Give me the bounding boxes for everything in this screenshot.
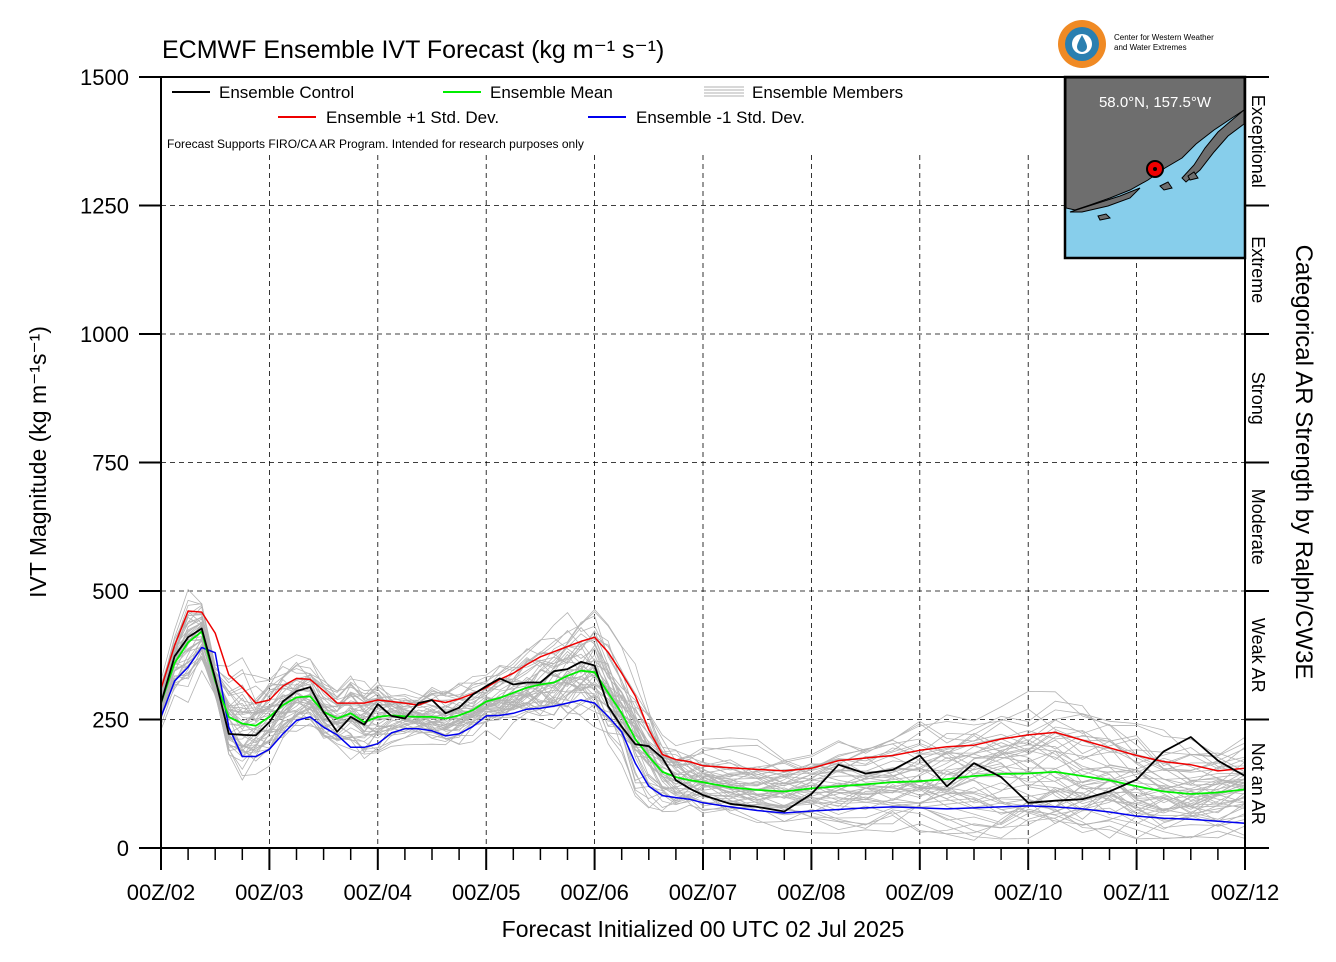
x-tick-label: 00Z/02: [127, 880, 196, 905]
category-label: Moderate: [1248, 489, 1268, 565]
x-tick-label: 00Z/04: [344, 880, 413, 905]
grid-lines: [161, 155, 1245, 848]
ensemble-member-line: [160, 656, 1246, 840]
x-tick-label: 00Z/06: [560, 880, 629, 905]
logo-text-line-2: and Water Extremes: [1114, 43, 1187, 52]
cw3e-logo: Center for Western Weather and Water Ext…: [1058, 20, 1214, 68]
y-tick-label: 250: [92, 708, 129, 733]
legend-label-members: Ensemble Members: [752, 83, 903, 102]
ensemble-member-line: [160, 627, 1246, 794]
y-tick-label: 1500: [80, 65, 129, 90]
series-lines: [160, 610, 1246, 825]
ensemble-member-line: [160, 624, 1246, 822]
y-axis-label: IVT Magnitude (kg m⁻¹s⁻¹): [25, 326, 51, 598]
right-axis-label: Categorical AR Strength by Ralph/CW3E: [1290, 245, 1317, 680]
inset-map: 58.0°N, 157.5°W: [1063, 75, 1247, 260]
ensemble-member-line: [160, 640, 1246, 798]
series-line-control: [160, 627, 1246, 813]
x-tick-label: 00Z/10: [994, 880, 1063, 905]
x-tick-label: 00Z/09: [886, 880, 955, 905]
ensemble-member-line: [160, 603, 1246, 780]
x-tick-label: 00Z/12: [1211, 880, 1280, 905]
series-line-mean: [160, 630, 1246, 795]
ensemble-member-line: [160, 627, 1246, 815]
water-drop-icon: [1077, 35, 1087, 52]
category-label: Not an AR: [1248, 743, 1268, 825]
category-label: Extreme: [1248, 236, 1268, 303]
legend-label-plus-std: Ensemble +1 Std. Dev.: [326, 108, 499, 127]
legend-label-control: Ensemble Control: [219, 83, 354, 102]
ensemble-member-line: [160, 617, 1246, 784]
disclaimer: Forecast Supports FIRO/CA AR Program. In…: [167, 137, 584, 151]
chart-title: ECMWF Ensemble IVT Forecast (kg m⁻¹ s⁻¹): [162, 36, 664, 64]
y-tick-label: 1000: [80, 322, 129, 347]
ensemble-member-line: [160, 623, 1246, 773]
category-label: Weak AR: [1248, 618, 1268, 693]
axes: 0 250 500 750 1000 1250 1500 Not an AR Weak AR Mo…: [80, 65, 1279, 905]
ensemble-member-line: [160, 649, 1246, 840]
x-tick-label: 00Z/07: [669, 880, 738, 905]
ensemble-member-line: [160, 630, 1246, 795]
ensemble-member-line: [160, 622, 1246, 814]
x-tick-label: 00Z/05: [452, 880, 521, 905]
ensemble-member-line: [160, 621, 1246, 815]
ensemble-member-line: [160, 606, 1246, 767]
category-label: Strong: [1248, 372, 1268, 425]
x-tick-label: 00Z/03: [235, 880, 304, 905]
x-tick-label: 00Z/11: [1103, 880, 1170, 905]
series-line-minus-std: [160, 646, 1246, 825]
category-label: Exceptional: [1248, 95, 1268, 188]
y-tick-label: 1250: [80, 194, 129, 219]
x-axis-label: Forecast Initialized 00 UTC 02 Jul 2025: [502, 916, 905, 942]
y-tick-label: 500: [92, 579, 129, 604]
ensemble-member-line: [160, 649, 1246, 813]
y-tick-label: 750: [92, 451, 129, 476]
legend-label-mean: Ensemble Mean: [490, 83, 613, 102]
ensemble-member-line: [160, 599, 1246, 786]
logo-text-line-1: Center for Western Weather: [1114, 33, 1214, 42]
legend-label-minus-std: Ensemble -1 Std. Dev.: [636, 108, 805, 127]
y-tick-label: 0: [117, 836, 129, 861]
series-line-plus-std: [160, 610, 1246, 772]
ensemble-members: [160, 588, 1246, 841]
ensemble-member-line: [160, 643, 1246, 830]
inset-location-label: 58.0°N, 157.5°W: [1099, 94, 1212, 111]
x-tick-label: 00Z/08: [777, 880, 846, 905]
ensemble-member-line: [160, 646, 1246, 812]
legend-swatch-members: [704, 86, 744, 97]
ensemble-member-line: [160, 621, 1246, 806]
ensemble-member-line: [160, 655, 1246, 841]
ensemble-member-line: [160, 588, 1246, 772]
